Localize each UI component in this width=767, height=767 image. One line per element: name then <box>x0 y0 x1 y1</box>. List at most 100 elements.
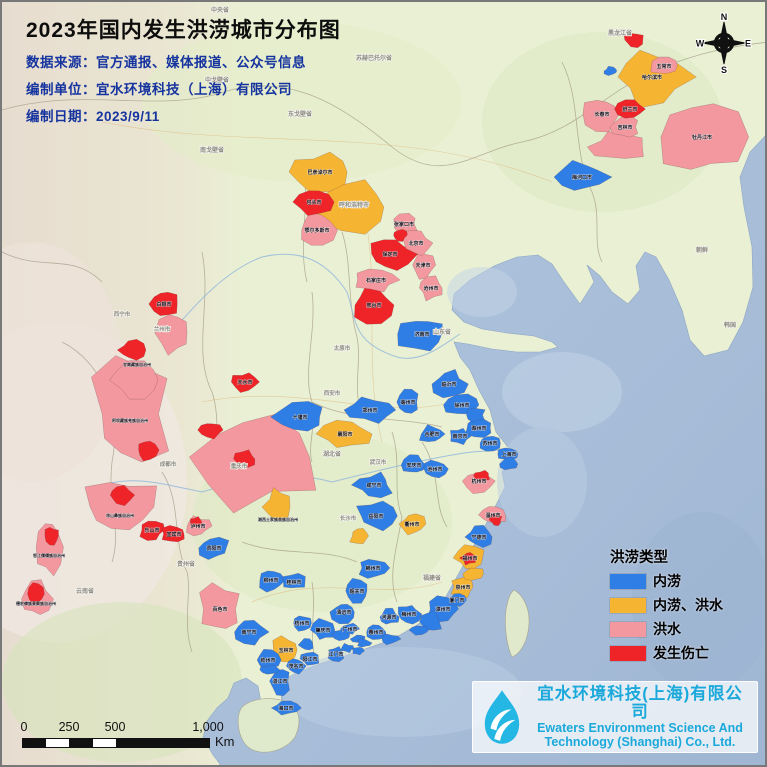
city-region-临沂市 <box>431 368 469 399</box>
city-region-桂林市 <box>282 572 306 589</box>
basemap-label-兰州市: 兰州市 <box>154 325 171 333</box>
city-region-湛江市 <box>269 669 290 697</box>
legend-label-hs: 洪水 <box>653 621 681 637</box>
legend-item-nlhs: 内涝、洪水 <box>610 597 723 613</box>
city-region <box>381 633 402 646</box>
city-label-郑州市: 郑州市 <box>362 407 377 414</box>
city-region-襄阳市 <box>315 419 373 448</box>
basemap-label-西安市: 西安市 <box>324 389 341 397</box>
city-label-包头市: 包头市 <box>306 199 321 206</box>
basemap-label-山东省: 山东省 <box>433 328 451 336</box>
city-region-清远市 <box>329 603 355 625</box>
city-label-乐山市: 乐山市 <box>144 527 159 534</box>
city-label-上海市: 上海市 <box>501 451 516 458</box>
city-region-巴彦淖尔市 <box>288 151 348 193</box>
city-label-河源市: 河源市 <box>380 614 396 621</box>
city-region-乐山市 <box>139 520 165 541</box>
city-label-甘南藏族自治州: 甘南藏族自治州 <box>123 361 151 367</box>
city-region-海口市 <box>270 700 302 716</box>
legend-label-nl: 内涝 <box>653 573 681 589</box>
basemap-label-福建省: 福建省 <box>422 574 441 582</box>
agency-line: 编制单位：宜水环境科技（上海）有限公司 <box>26 82 292 97</box>
city-label-襄阳市: 襄阳市 <box>336 431 352 438</box>
city-region-沧州市 <box>419 275 443 302</box>
city-region-贵阳市 <box>198 536 230 560</box>
city-label-南京市: 南京市 <box>452 433 467 440</box>
company-name-en1: Ewaters Environment Science And <box>537 721 743 736</box>
city-region <box>623 33 644 48</box>
city-label-柳州市: 柳州市 <box>263 577 278 584</box>
city-region-惠州市 <box>366 624 387 640</box>
city-region-舒兰市 <box>614 99 646 119</box>
city-label-苏州市: 苏州市 <box>482 440 497 447</box>
scalebar-bar <box>22 738 210 748</box>
city-label-咸宁市: 咸宁市 <box>365 482 381 489</box>
compass-e: E <box>745 39 751 49</box>
title-block: 2023年国内发生洪涝城市分布图 数据来源：官方通报、媒体报道、公众号信息 编制… <box>26 14 341 125</box>
compass-rose-icon: N S W E <box>696 11 752 76</box>
city-region-梅州市 <box>397 605 423 625</box>
basemap-label-中央省: 中央省 <box>211 6 229 14</box>
water-drop-icon <box>484 690 520 744</box>
city-region-南宁市 <box>234 619 270 646</box>
company-name-cn: 宜水环境科技(上海)有限公司 <box>537 684 743 721</box>
city-region-池州市 <box>423 459 449 479</box>
city-region-郑州市 <box>343 396 397 424</box>
city-region-郴州市 <box>358 559 391 579</box>
city-region <box>259 664 281 675</box>
city-label-鄂尔多斯市: 鄂尔多斯市 <box>304 227 329 234</box>
city-label-滁州市: 滁州市 <box>471 425 486 432</box>
city-region-张家口市 <box>393 212 418 234</box>
city-region <box>473 470 490 481</box>
city-region <box>419 610 442 631</box>
basemap-label-武汉市: 武汉市 <box>370 458 387 466</box>
city-label-百色市: 百色市 <box>212 606 227 613</box>
city-region <box>462 567 484 581</box>
city-region-咸宁市 <box>350 471 393 499</box>
city-region-包头市 <box>292 190 335 216</box>
city-region-南京市 <box>450 427 472 446</box>
city-region-岳阳市 <box>356 500 398 532</box>
city-region-济南市 <box>397 321 443 352</box>
city-label-巴彦淖尔市: 巴彦淖尔市 <box>307 169 332 176</box>
city-region-上海市 <box>497 447 519 461</box>
city-region-百色市 <box>199 582 240 629</box>
city-region-天津市 <box>412 250 436 280</box>
basemap-label-苏赫巴托尔省: 苏赫巴托尔省 <box>356 54 392 62</box>
compass-s: S <box>721 65 727 75</box>
city-region <box>109 484 136 506</box>
city-label-邢台市: 邢台市 <box>366 302 381 309</box>
city-region <box>154 314 188 356</box>
city-label-茂名市: 茂名市 <box>287 663 303 670</box>
city-region <box>408 625 430 636</box>
city-region <box>349 528 369 545</box>
city-region-十堰市 <box>270 401 323 432</box>
city-region-阳江市 <box>299 651 320 666</box>
basemap-label-朝鲜: 朝鲜 <box>696 246 708 254</box>
city-region-茂名市 <box>286 658 307 675</box>
legend-item-nl: 内涝 <box>610 573 723 589</box>
city-label-五常市: 五常市 <box>656 63 671 70</box>
city-region-合肥市 <box>418 424 446 443</box>
city-label-临沂市: 临沂市 <box>441 381 456 388</box>
city-label-长春市: 长春市 <box>594 111 609 118</box>
city-region-甘南藏族自治州 <box>109 360 159 400</box>
city-region <box>233 449 256 469</box>
city-label-杭州市: 杭州市 <box>471 478 486 485</box>
city-region-安庆市 <box>400 454 426 473</box>
city-region <box>488 514 503 527</box>
basemap-label-韩国: 韩国 <box>724 321 736 329</box>
city-label-海口市: 海口市 <box>278 705 293 712</box>
city-region <box>331 629 351 641</box>
city-label-肇庆市: 肇庆市 <box>315 627 330 634</box>
scalebar-label-1000: 1,000 <box>192 720 224 734</box>
city-label-漳州市: 漳州市 <box>435 606 450 613</box>
city-region <box>351 646 365 656</box>
city-region <box>44 526 59 546</box>
basemap-label-长沙市: 长沙市 <box>340 514 357 522</box>
city-label-梅河口市: 梅河口市 <box>572 174 592 181</box>
city-region-厦门市 <box>448 593 467 607</box>
city-region-宁德市 <box>464 524 493 548</box>
